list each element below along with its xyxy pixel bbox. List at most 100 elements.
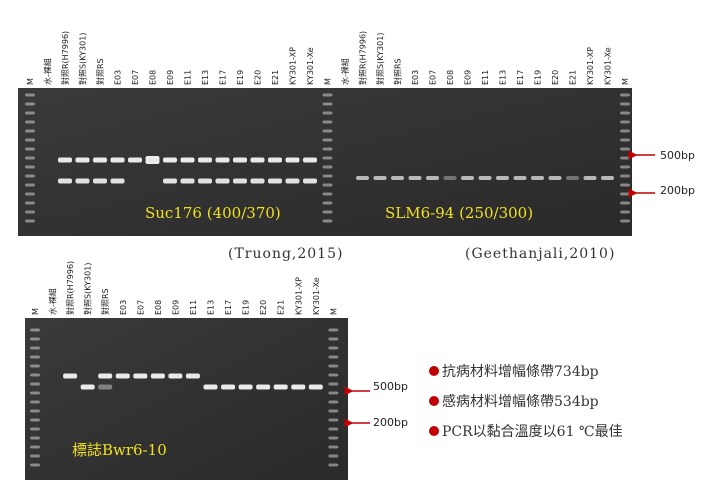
lane-label: E08	[446, 70, 455, 85]
band	[110, 178, 125, 184]
band	[322, 120, 333, 124]
lane-label: M	[26, 78, 35, 85]
band	[328, 409, 339, 413]
band	[215, 178, 230, 184]
lane-label: KY301-XP	[294, 277, 303, 315]
band	[25, 147, 35, 151]
band	[322, 210, 333, 214]
band	[496, 176, 509, 180]
band	[620, 174, 630, 178]
lane-label: E08	[149, 70, 158, 85]
band	[328, 427, 339, 431]
band	[322, 201, 333, 205]
band	[601, 176, 614, 180]
band	[620, 111, 630, 115]
band	[303, 178, 317, 184]
band	[548, 176, 562, 180]
band	[30, 400, 40, 404]
band	[145, 156, 160, 164]
lane-label: 對照R(H7996)	[358, 31, 368, 85]
band	[426, 176, 439, 180]
lane-label: E19	[242, 300, 251, 315]
lane-label: E09	[464, 70, 473, 85]
band	[322, 156, 333, 160]
band	[322, 192, 333, 196]
band	[373, 176, 387, 180]
band	[98, 384, 113, 390]
band	[150, 373, 165, 379]
lane-label: E07	[136, 300, 145, 315]
band	[583, 176, 597, 180]
bullet	[429, 426, 439, 436]
lane-label: E08	[154, 300, 163, 315]
band	[328, 346, 339, 350]
band	[322, 174, 333, 178]
band	[238, 384, 253, 390]
band	[322, 183, 333, 187]
band	[268, 157, 282, 163]
band	[203, 384, 218, 390]
band	[566, 176, 579, 180]
band	[620, 129, 630, 133]
band	[30, 382, 40, 386]
lane-label: E03	[411, 70, 420, 85]
band	[110, 157, 125, 163]
lane-label: 對照R(H7996)	[65, 261, 75, 315]
lane-label: E13	[499, 70, 508, 85]
band	[322, 129, 333, 133]
caption: 標誌Bwr6-10	[72, 441, 167, 459]
lane-label: 對照RS	[393, 58, 403, 85]
lane-label: E11	[189, 300, 198, 315]
band	[391, 176, 404, 180]
band	[328, 355, 339, 359]
lane-label: E03	[119, 300, 128, 315]
band	[180, 157, 195, 163]
band	[620, 102, 630, 106]
band	[25, 201, 35, 205]
band	[322, 165, 333, 169]
lane-label: M	[329, 308, 338, 315]
band	[322, 111, 333, 115]
band	[268, 178, 282, 184]
band	[25, 210, 35, 214]
band	[322, 93, 333, 97]
band	[322, 219, 333, 223]
note: 感病材料增幅條帶534bp	[442, 393, 599, 410]
lane-label: E07	[131, 70, 140, 85]
band	[328, 454, 339, 458]
lane-label: 對照S(KY301)	[83, 263, 93, 315]
band	[250, 178, 265, 184]
band	[291, 384, 306, 390]
band	[620, 183, 630, 187]
band	[30, 328, 40, 332]
band	[443, 176, 457, 180]
band	[328, 400, 339, 404]
band	[30, 409, 40, 413]
note: 抗病材料增幅條帶734bp	[442, 364, 599, 380]
band	[115, 373, 130, 379]
band	[620, 147, 630, 151]
band	[322, 138, 333, 142]
band	[285, 178, 300, 184]
band	[25, 111, 35, 115]
lane-label: M	[324, 78, 333, 85]
lane-label: E11	[184, 70, 193, 85]
band	[250, 157, 265, 163]
lane-label: 對照S(KY301)	[375, 33, 385, 85]
band	[25, 120, 35, 124]
lane-label: 對照S(KY301)	[78, 33, 88, 85]
band	[163, 157, 177, 163]
lane-label: 水-裸組	[43, 58, 53, 85]
band	[408, 176, 422, 180]
band	[620, 156, 630, 160]
band	[233, 178, 247, 184]
bullet	[429, 366, 439, 376]
gel-image	[25, 318, 348, 480]
band	[63, 373, 78, 379]
band	[75, 157, 90, 163]
lane-label: 對照RS	[100, 288, 110, 315]
band	[620, 192, 630, 196]
size-marker: 500bp	[373, 380, 408, 393]
band	[221, 384, 236, 390]
